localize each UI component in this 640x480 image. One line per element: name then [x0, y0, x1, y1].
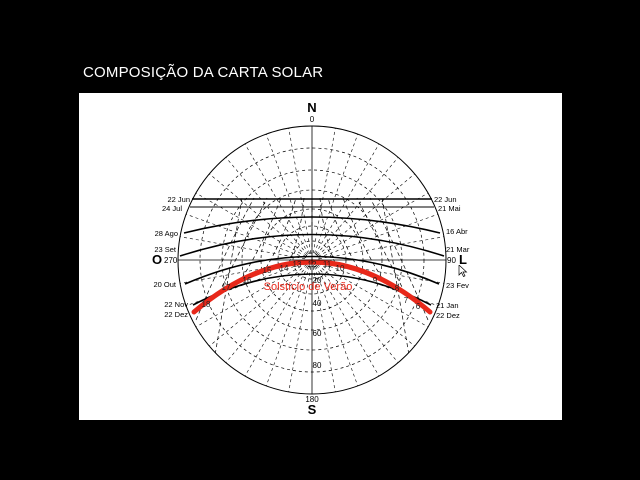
- azimuth-line: [225, 157, 308, 255]
- left-date-label: 23 Set: [154, 245, 177, 254]
- south-degree-label: 180: [305, 395, 319, 404]
- right-date-label: 21 Mai: [438, 204, 461, 213]
- hour-label: 7: [404, 296, 409, 305]
- right-date-label: 21 Mar: [446, 245, 470, 254]
- sun-path-diagram: N 0 180 S O 270 90 L 20 40 60 80 22 Jun …: [152, 100, 470, 417]
- hour-labels: 18 17 16 15 14 13 12 11 10 9 8 7 6: [202, 260, 421, 311]
- left-date-labels: 22 Jun 24 Jul 28 Ago 23 Set 20 Out 22 No…: [153, 195, 190, 319]
- hour-label: 11: [323, 260, 332, 269]
- left-date-label: 20 Out: [153, 280, 176, 289]
- right-date-label: 22 Jun: [434, 195, 457, 204]
- left-date-label: 28 Ago: [155, 229, 178, 238]
- north-degree-label: 0: [310, 115, 315, 124]
- azimuth-line: [316, 157, 399, 255]
- east-label: L: [459, 252, 467, 267]
- hour-label: 13: [293, 260, 302, 269]
- azimuth-line: [209, 264, 307, 347]
- hour-label: 15: [263, 266, 272, 275]
- right-date-labels: 22 Jun 21 Mai 16 Abr 21 Mar 23 Fev 21 Ja…: [434, 195, 470, 320]
- right-date-label: 22 Dez: [436, 311, 460, 320]
- hour-label: 12: [308, 260, 317, 269]
- sun-chart-panel: N 0 180 S O 270 90 L 20 40 60 80 22 Jun …: [79, 93, 562, 420]
- altitude-label-80: 80: [313, 361, 322, 370]
- right-date-label: 16 Abr: [446, 227, 468, 236]
- left-date-label: 22 Dez: [164, 310, 188, 319]
- altitude-label-40: 40: [313, 299, 322, 308]
- hour-label: 8: [395, 284, 400, 293]
- south-label: S: [308, 402, 317, 417]
- hour-label: 18: [202, 300, 211, 309]
- left-date-label: 22 Nov: [164, 300, 188, 309]
- altitude-label-20: 20: [313, 276, 322, 285]
- hour-label: 14: [280, 264, 289, 273]
- azimuth-line: [317, 264, 415, 347]
- left-date-label: 22 Jun: [167, 195, 190, 204]
- altitude-label-60: 60: [313, 329, 322, 338]
- hour-line-13: [288, 197, 305, 264]
- left-date-label: 24 Jul: [162, 204, 182, 213]
- hour-line-6: [381, 197, 411, 362]
- hour-label: 17: [222, 283, 231, 292]
- right-date-label: 23 Fev: [446, 281, 469, 290]
- hour-label: 16: [243, 276, 252, 285]
- hour-line-18: [213, 197, 243, 362]
- hour-line-11: [319, 197, 336, 264]
- summer-solstice-label: Solstício de Verão: [264, 281, 353, 293]
- east-degree-label: 90: [447, 256, 456, 265]
- north-label: N: [307, 100, 316, 115]
- hour-label: 6: [416, 302, 421, 311]
- right-date-label: 21 Jan: [436, 301, 459, 310]
- hour-label: 9: [373, 276, 378, 285]
- hour-label: 10: [336, 264, 345, 273]
- mouse-pointer-icon: [458, 265, 468, 277]
- slide-title: COMPOSIÇÃO DA CARTA SOLAR: [83, 64, 324, 81]
- west-label: O: [152, 252, 162, 267]
- altitude-labels: 20 40 60 80: [313, 276, 322, 370]
- west-degree-label: 270: [164, 256, 178, 265]
